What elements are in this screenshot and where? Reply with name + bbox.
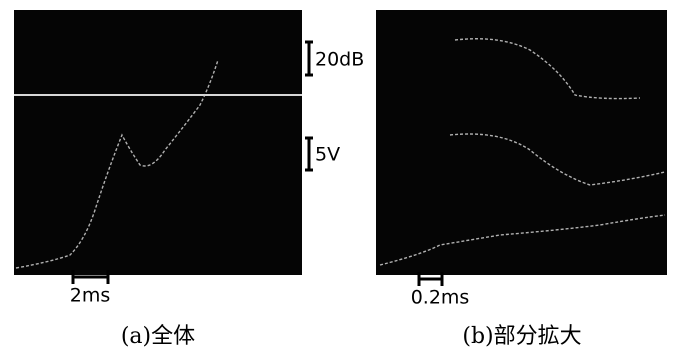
panel-b: 0.2ms (b)部分拡大 xyxy=(376,10,667,349)
scope-screen xyxy=(376,10,667,275)
caption: (a)全体 xyxy=(121,324,195,349)
scale-bar xyxy=(305,42,313,75)
scale-label: 20dB xyxy=(315,49,364,71)
scale-bar xyxy=(305,138,313,170)
caption: (b)部分拡大 xyxy=(462,324,581,349)
panel-a: 20dB 5V 2ms (a)全体 xyxy=(14,10,364,349)
time-label: 0.2ms xyxy=(411,287,470,309)
figure: 20dB 5V 2ms (a)全体 0.2ms (b)部分拡大 xyxy=(0,0,673,359)
scope-screen xyxy=(14,10,302,275)
scale-label: 5V xyxy=(315,144,340,166)
time-label: 2ms xyxy=(70,285,111,307)
